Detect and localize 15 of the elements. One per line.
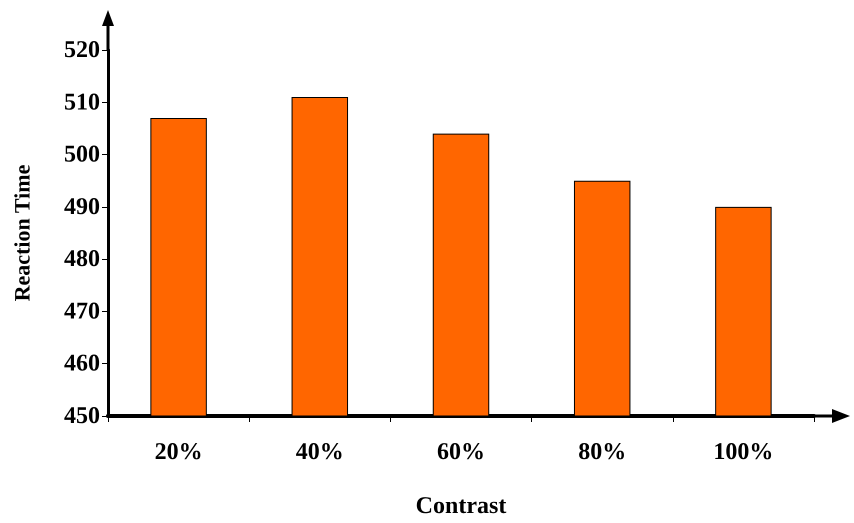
y-tick-label: 500 xyxy=(64,142,100,168)
x-tick-label: 60% xyxy=(437,439,485,465)
y-tick-label: 520 xyxy=(64,37,100,63)
y-tick-label: 450 xyxy=(64,403,100,429)
x-tick-label: 20% xyxy=(154,439,203,465)
y-tick-label: 480 xyxy=(64,246,100,272)
y-axis-title: Reaction Time xyxy=(10,164,34,302)
x-tick-label: 80% xyxy=(578,439,626,465)
x-tick-label: 100% xyxy=(713,439,774,465)
x-tick-label: 40% xyxy=(296,439,344,465)
y-tick-label: 490 xyxy=(64,194,100,220)
y-tick-label: 510 xyxy=(64,89,100,116)
y-tick-label: 470 xyxy=(64,298,100,324)
y-tick-label: 460 xyxy=(64,350,100,377)
x-axis-title: Contrast xyxy=(416,493,506,519)
